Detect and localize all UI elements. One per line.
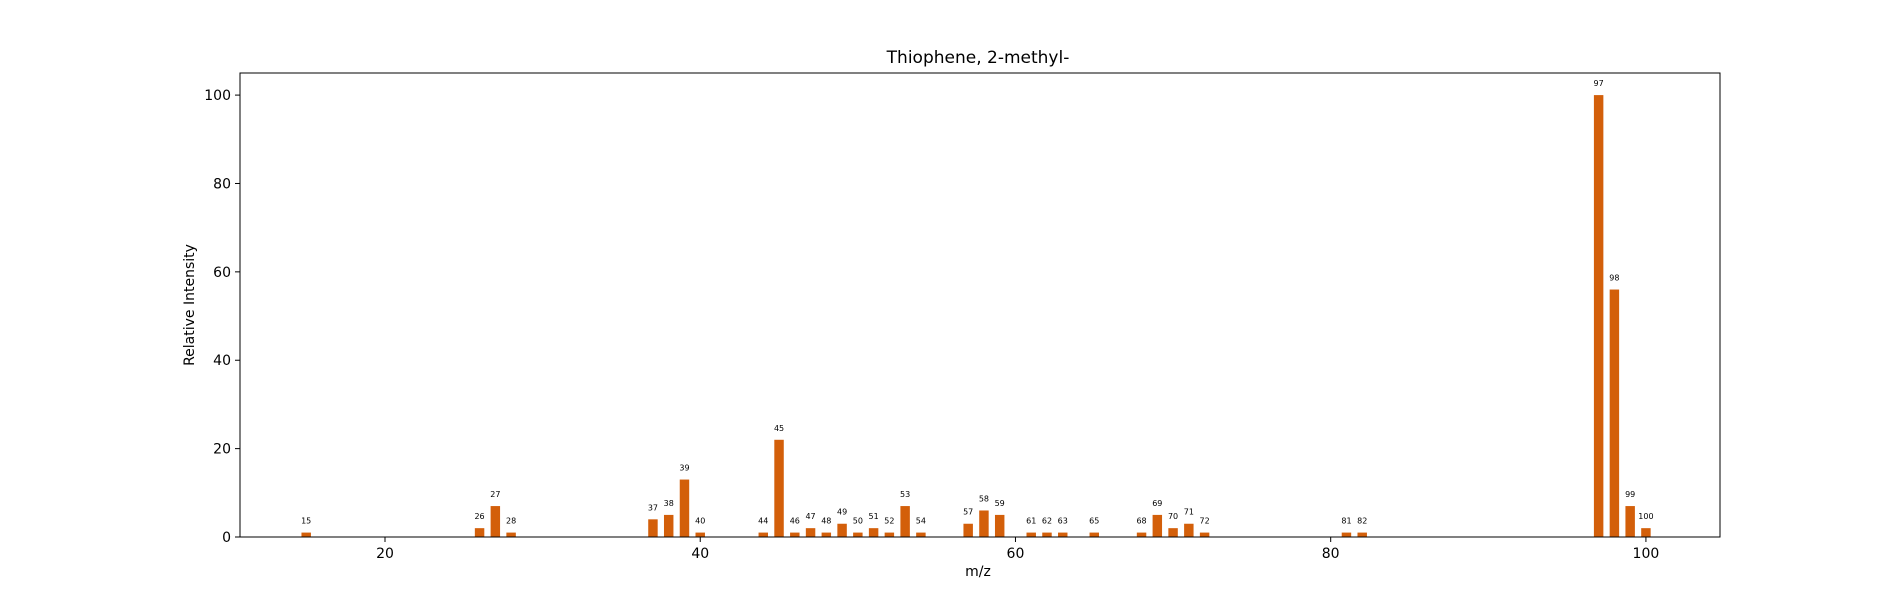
y-tick-label: 60: [213, 265, 231, 281]
y-axis: 0 20 40 60 80 100: [204, 88, 240, 546]
bar-label-group: 15 26 27 28 37 38 39 40 44 45 46 47 48 49 50 51 52 53 54 57…: [301, 79, 1653, 525]
y-tick-label: 100: [204, 88, 231, 104]
y-tick-label: 80: [213, 176, 231, 192]
bar-mz-46: [790, 532, 800, 537]
x-axis-title: m/z: [965, 564, 991, 580]
x-tick-label: 40: [691, 546, 709, 562]
bar-mz-47: [805, 528, 816, 537]
bar-label-mz-27: 27: [490, 490, 500, 499]
bar-mz-54: [916, 532, 926, 537]
bar-mz-49: [837, 523, 847, 537]
bar-label-mz-52: 52: [884, 517, 894, 526]
bar-label-mz-50: 50: [853, 517, 863, 526]
bar-label-mz-45: 45: [774, 424, 784, 433]
plot-frame: [239, 72, 1721, 538]
bar-label-mz-46: 46: [790, 517, 800, 526]
bar-label-mz-38: 38: [664, 499, 674, 508]
y-tick-label: 40: [213, 353, 231, 369]
bar-label-mz-28: 28: [506, 517, 516, 526]
bar-mz-70: [1168, 528, 1178, 537]
bar-mz-28: [506, 532, 516, 537]
bar-mz-59: [994, 514, 1005, 537]
bar-label-mz-48: 48: [821, 517, 831, 526]
bar-mz-37: [648, 519, 658, 537]
bar-label-mz-81: 81: [1341, 517, 1351, 526]
bar-mz-26: [474, 528, 485, 537]
bar-label-mz-69: 69: [1152, 499, 1162, 508]
bar-label-mz-72: 72: [1200, 517, 1210, 526]
chart-title: Thiophene, 2-methyl-: [886, 48, 1070, 68]
bar-label-mz-37: 37: [648, 503, 658, 512]
bar-label-mz-57: 57: [963, 508, 973, 517]
bar-label-mz-62: 62: [1042, 517, 1052, 526]
x-tick-label: 60: [1007, 546, 1025, 562]
bar-label-mz-53: 53: [900, 490, 910, 499]
bar-mz-97: [1593, 95, 1604, 537]
bar-label-mz-68: 68: [1136, 517, 1146, 526]
bar-mz-15: [301, 532, 311, 537]
bar-label-mz-49: 49: [837, 508, 847, 517]
bar-mz-65: [1089, 532, 1099, 537]
bar-label-mz-26: 26: [474, 512, 484, 521]
bar-label-mz-44: 44: [758, 517, 768, 526]
bar-label-mz-39: 39: [679, 464, 689, 473]
bar-mz-98: [1609, 289, 1620, 537]
bar-mz-40: [695, 532, 705, 537]
bar-label-mz-15: 15: [301, 517, 311, 526]
bar-label-mz-99: 99: [1625, 490, 1635, 499]
bar-label-mz-40: 40: [695, 517, 705, 526]
bar-mz-81: [1341, 532, 1352, 537]
x-tick-label: 100: [1633, 546, 1660, 562]
bar-mz-82: [1357, 532, 1367, 537]
bar-label-mz-65: 65: [1089, 517, 1099, 526]
bar-mz-57: [963, 523, 973, 537]
x-tick-label: 20: [376, 546, 394, 562]
bar-label-mz-54: 54: [916, 517, 926, 526]
bar-mz-45: [774, 439, 784, 537]
bar-mz-99: [1625, 506, 1635, 537]
bar-mz-53: [900, 506, 910, 537]
bar-mz-51: [868, 528, 879, 537]
bar-label-mz-82: 82: [1357, 517, 1367, 526]
bar-mz-44: [758, 532, 769, 537]
bar-mz-68: [1136, 532, 1147, 537]
bar-label-mz-58: 58: [979, 494, 989, 503]
bar-mz-62: [1042, 532, 1052, 537]
bar-mz-50: [853, 532, 863, 537]
bar-mz-69: [1152, 514, 1163, 537]
bar-label-mz-71: 71: [1184, 508, 1194, 517]
bar-label-mz-70: 70: [1168, 512, 1178, 521]
bar-label-mz-63: 63: [1058, 517, 1068, 526]
bar-mz-58: [979, 510, 989, 537]
bar-series: [301, 95, 1651, 537]
bar-label-mz-100: 100: [1638, 512, 1653, 521]
x-axis: 20 40 60 80 100: [376, 537, 1659, 562]
bar-mz-61: [1026, 532, 1036, 537]
bar-mz-63: [1058, 532, 1068, 537]
bar-label-mz-47: 47: [805, 512, 815, 521]
y-tick-label: 20: [213, 442, 231, 458]
bar-mz-48: [821, 532, 832, 537]
y-axis-title: Relative Intensity: [182, 244, 198, 366]
bar-label-mz-61: 61: [1026, 517, 1036, 526]
bar-mz-38: [663, 514, 674, 537]
bar-mz-52: [884, 532, 895, 537]
bar-label-mz-97: 97: [1594, 79, 1604, 88]
y-tick-label: 0: [222, 530, 231, 546]
x-tick-label: 80: [1322, 546, 1340, 562]
bar-mz-27: [490, 506, 501, 537]
bar-label-mz-51: 51: [869, 512, 879, 521]
bar-label-mz-98: 98: [1609, 274, 1619, 283]
bar-mz-72: [1199, 532, 1210, 537]
bar-mz-71: [1184, 523, 1194, 537]
bar-mz-39: [679, 479, 690, 537]
bar-mz-100: [1641, 528, 1651, 537]
bar-label-mz-59: 59: [995, 499, 1005, 508]
